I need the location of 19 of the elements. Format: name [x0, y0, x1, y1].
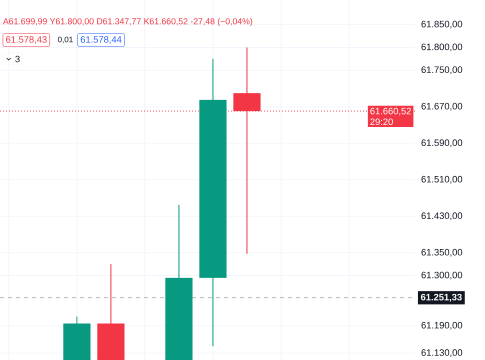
y-tick-label: 61.510,00	[422, 176, 462, 184]
y-tick-label: 61.670,00	[422, 102, 462, 111]
y-tick-label: 61.750,00	[422, 66, 462, 74]
annotation: 0,01	[58, 36, 73, 44]
annotation: 29:20	[370, 118, 393, 126]
y-tick-label: 61.300,00	[422, 272, 462, 280]
y-tick-label: 61.130,00	[422, 349, 462, 357]
ref-line-label: 61.251,33	[420, 294, 462, 302]
ref-line-label: 61.660,52	[370, 108, 411, 116]
annotation: 61.578,43	[6, 36, 47, 44]
annotation: 3	[15, 56, 20, 62]
y-tick-label: 61.430,00	[422, 212, 462, 220]
y-tick-label: 61.190,00	[422, 322, 462, 330]
annotation: 61.578,44	[80, 36, 122, 44]
annotation: A61.699,99 Y61.800,00 D61.347,77 K61.660,52 -27,48 (−0,04%)	[2, 18, 252, 26]
y-tick-label: 61.800,00	[422, 44, 462, 52]
y-tick-label: 61.350,00	[422, 248, 462, 257]
y-tick-label: 61.850,00	[422, 20, 462, 28]
y-tick-label: 61.590,00	[422, 139, 462, 148]
